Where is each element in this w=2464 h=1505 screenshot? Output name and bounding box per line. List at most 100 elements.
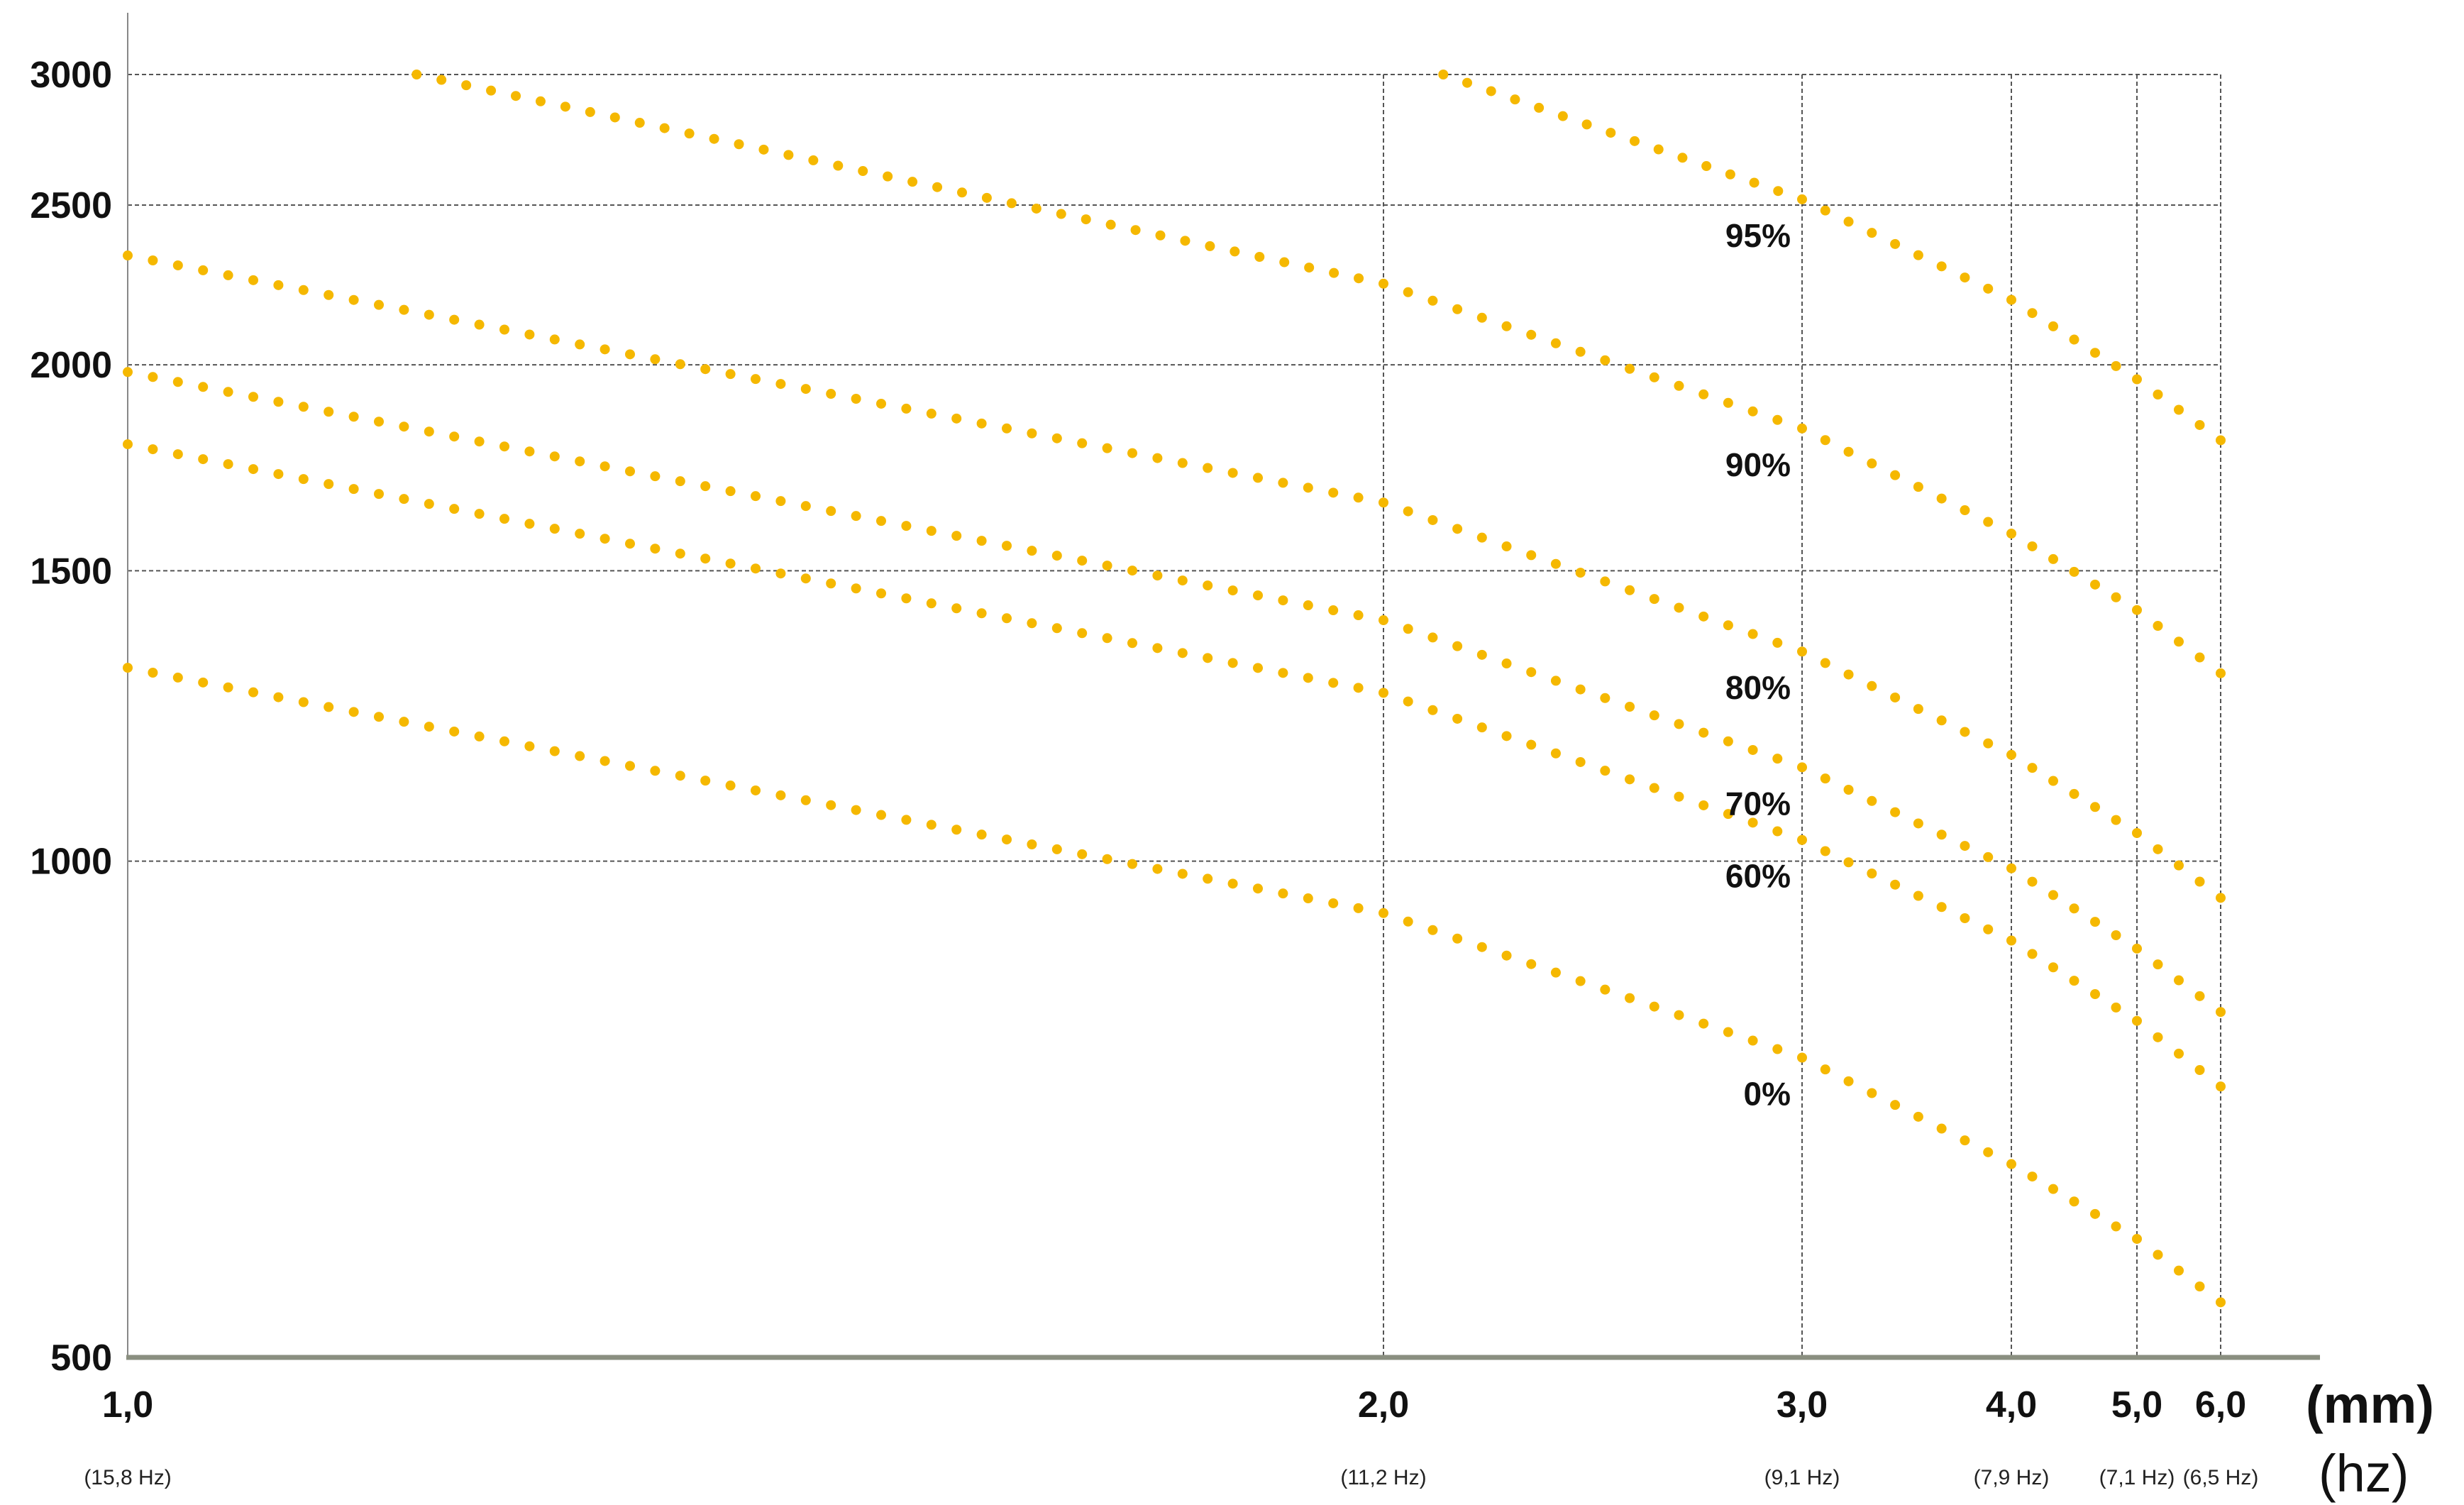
series-dot [1303,893,1313,904]
series-dot [1379,908,1388,918]
series-dot [1960,1135,1970,1146]
series-dot [956,187,967,198]
series-dot [2090,917,2100,927]
series-dot [1077,849,1088,859]
series-dot [1403,506,1413,517]
series-dot [751,785,761,795]
series-dot [675,771,685,781]
series-dot [1890,692,1901,702]
series-dot [449,504,460,514]
series-dot [725,369,736,380]
series-dot [1723,1027,1733,1037]
series-dot [1278,478,1288,488]
series-dot [1550,967,1561,978]
series-dot [348,412,359,422]
series-dot [198,265,209,275]
series-dot [1452,304,1463,314]
series-dot [2174,1048,2184,1059]
x-tick-label: 3,0 [1777,1384,1828,1426]
series-dot [625,466,635,477]
series-dot [1600,984,1611,995]
series-dot [1177,575,1188,586]
series-dot [1960,727,1970,737]
series-dot [273,280,284,290]
series-dot [2216,893,2226,903]
series-dot [2194,991,2205,1001]
series-dot [675,476,685,487]
series-dot [2194,1065,2205,1076]
series-dot [800,501,811,512]
series-dot [951,825,962,835]
series-dot [2090,988,2100,999]
series-dot [1890,470,1901,480]
series-dot [1002,541,1012,551]
series-dot [2132,1015,2142,1026]
series-dot [549,524,560,534]
series-dot [2174,636,2184,647]
series-dot [1027,428,1037,439]
series-dot [2132,943,2142,954]
series-dot [1403,696,1413,707]
series-dot [1843,216,1854,227]
series-dot [1002,423,1012,434]
series-dot [650,766,661,776]
series-dot [1913,1111,1923,1122]
series-dot [2194,876,2205,887]
series-dot [148,255,158,265]
series-dot [1253,590,1263,601]
series-dot [1427,925,1438,935]
series-dot [1649,783,1659,793]
series-dot [659,123,670,133]
series-dot [1649,1001,1659,1012]
series-dot [2174,860,2184,871]
series-dot [1303,483,1313,493]
series-dot [1476,312,1487,323]
series-dot [1625,701,1635,712]
series-dot [424,309,434,320]
series-dot [1476,532,1487,543]
series-dot [1353,683,1364,693]
series-dot [1936,902,1947,913]
series-dot [800,795,811,805]
series-dot [901,521,912,531]
series-dot [1127,448,1137,458]
series-dot [1452,641,1463,651]
series-dot [725,558,736,569]
series-dot [1625,585,1635,595]
series-dot [1960,913,1970,924]
series-dot [1698,800,1709,810]
series-dot [374,417,384,427]
series-dot [2069,566,2079,577]
series-dot [2132,605,2142,615]
series-dot [549,334,560,345]
series-dot [1526,739,1537,750]
series-dot [1890,1100,1901,1110]
series-label: 70% [1725,785,1791,822]
series-dot [223,270,233,280]
series-dot [348,707,359,717]
series-dot [1773,186,1784,197]
series-dot [1797,423,1807,434]
y-tick-label: 2000 [30,345,112,386]
series-dot [1960,505,1970,516]
series-dot [901,815,912,825]
series-dot [1353,610,1364,621]
series-dot [1328,678,1339,688]
series-dot [2153,390,2163,400]
series-dot [1600,766,1611,776]
series-dot [549,746,560,756]
series-dot [1403,287,1413,297]
series-dot [374,712,384,722]
series-dot [1772,754,1783,764]
series-dot [123,367,133,377]
series-dot [411,70,422,79]
series-dot [324,479,334,490]
series-dot [1452,933,1463,944]
series-dot [535,96,546,106]
series-dot [1328,605,1339,616]
y-tick-label: 2500 [30,185,112,226]
series-dot [700,364,711,375]
series-dot [1936,715,1947,726]
series-dot [800,384,811,395]
series-dot [2153,621,2163,632]
